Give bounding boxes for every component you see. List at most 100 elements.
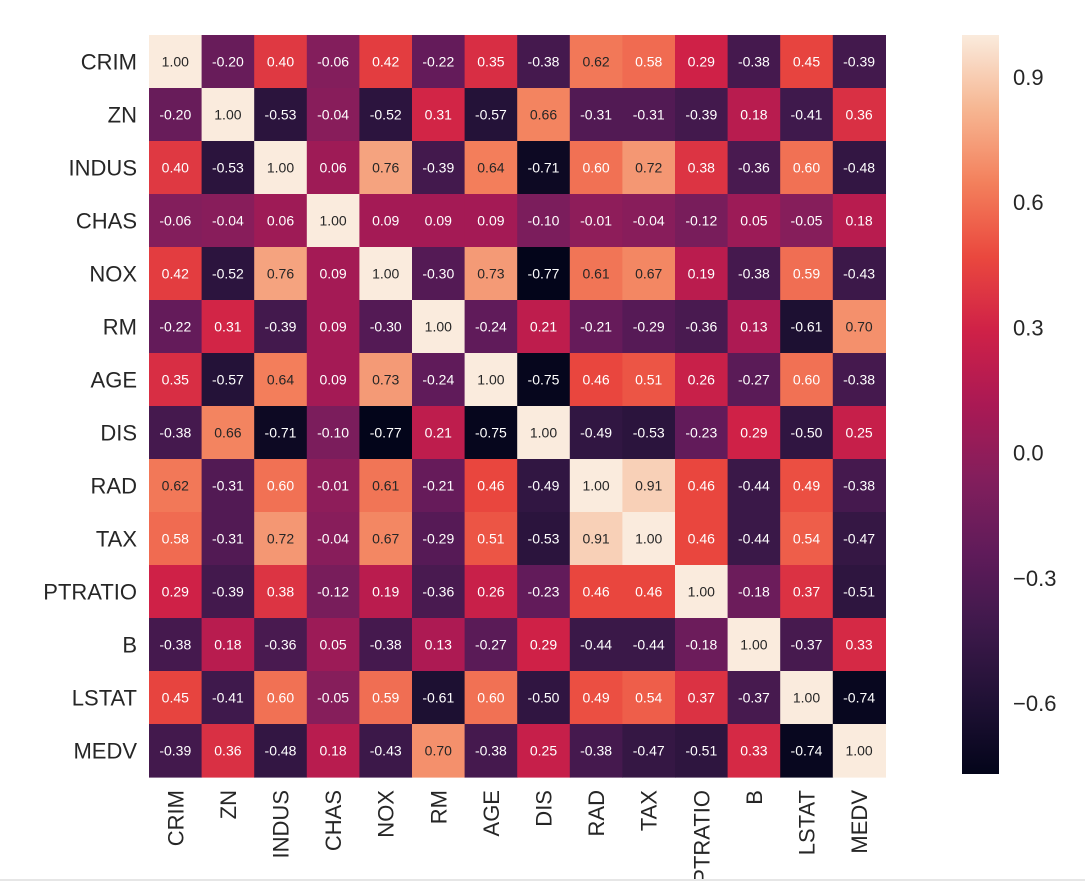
heatmap-cell xyxy=(622,35,676,89)
heatmap-cell xyxy=(780,671,834,725)
heatmap-cell xyxy=(306,459,360,513)
colorbar-tick-label: 0.6 xyxy=(1013,190,1044,215)
heatmap-cell xyxy=(727,512,781,566)
cell-value-label: -0.50 xyxy=(528,690,560,706)
heatmap-cell xyxy=(675,459,729,513)
row-label: RAD xyxy=(91,474,137,499)
cell-value-label: -0.36 xyxy=(422,584,454,600)
heatmap-cell xyxy=(412,671,466,725)
heatmap-cell xyxy=(149,459,203,513)
cell-value-label: -0.31 xyxy=(212,531,244,547)
cell-value-label: 0.60 xyxy=(793,160,820,176)
heatmap-cell xyxy=(780,406,834,460)
colorbar-tick-label: −0.3 xyxy=(1013,566,1056,591)
cell-value-label: 0.36 xyxy=(214,743,241,759)
heatmap-cell xyxy=(780,618,834,672)
cell-value-label: -0.75 xyxy=(475,425,507,441)
heatmap-cell xyxy=(201,247,255,301)
cell-value-label: 0.76 xyxy=(372,160,399,176)
heatmap-cell xyxy=(149,406,203,460)
cell-value-label: 1.00 xyxy=(530,425,557,441)
column-label: RAD xyxy=(584,790,609,836)
heatmap-cell xyxy=(464,88,518,142)
cell-value-label: -0.39 xyxy=(265,319,297,335)
heatmap-cell xyxy=(569,618,623,672)
heatmap-cell xyxy=(622,724,676,778)
heatmap-cell xyxy=(306,406,360,460)
cell-value-label: 0.66 xyxy=(530,107,557,123)
heatmap-cell xyxy=(412,88,466,142)
cell-value-label: 0.45 xyxy=(162,690,189,706)
heatmap-cell xyxy=(412,512,466,566)
heatmap-cell xyxy=(780,88,834,142)
cell-value-label: -0.57 xyxy=(212,372,244,388)
heatmap-cell xyxy=(201,724,255,778)
row-label: ZN xyxy=(108,103,137,128)
heatmap-cell xyxy=(622,88,676,142)
heatmap-cell xyxy=(517,194,571,248)
cell-value-label: -0.31 xyxy=(633,107,665,123)
cell-value-label: -0.74 xyxy=(843,690,875,706)
heatmap-cell xyxy=(359,406,413,460)
cell-value-label: 1.00 xyxy=(214,107,241,123)
heatmap-cell xyxy=(464,618,518,672)
heatmap-cell xyxy=(622,406,676,460)
cell-value-label: -0.04 xyxy=(317,531,349,547)
cell-value-label: 0.29 xyxy=(162,584,189,600)
heatmap-cell xyxy=(359,353,413,407)
row-label: B xyxy=(122,633,137,658)
cell-value-label: -0.75 xyxy=(528,372,560,388)
cell-value-label: 0.09 xyxy=(319,266,346,282)
cell-value-label: 1.00 xyxy=(267,160,294,176)
cell-value-label: -0.01 xyxy=(580,213,612,229)
cell-value-label: 0.29 xyxy=(688,54,715,70)
heatmap-cell xyxy=(675,88,729,142)
cell-value-label: 1.00 xyxy=(582,478,609,494)
cell-value-label: 0.13 xyxy=(425,637,452,653)
cell-value-label: 0.73 xyxy=(477,266,504,282)
colorbar-tick-label: −0.6 xyxy=(1013,691,1056,716)
cell-value-label: 0.40 xyxy=(267,54,294,70)
cell-value-label: 0.91 xyxy=(635,478,662,494)
heatmap-cell xyxy=(412,35,466,89)
cell-value-label: 0.46 xyxy=(582,584,609,600)
cell-value-label: -0.38 xyxy=(580,743,612,759)
cell-value-label: 0.61 xyxy=(582,266,609,282)
cell-value-label: 0.26 xyxy=(688,372,715,388)
cell-value-label: 0.26 xyxy=(477,584,504,600)
heatmap-cell xyxy=(569,35,623,89)
heatmap-cell xyxy=(569,353,623,407)
heatmap-cell xyxy=(780,247,834,301)
heatmap-cell xyxy=(675,300,729,354)
cell-value-label: -0.30 xyxy=(422,266,454,282)
heatmap-cell xyxy=(149,247,203,301)
cell-value-label: -0.21 xyxy=(422,478,454,494)
heatmap-cell xyxy=(254,406,308,460)
row-label: NOX xyxy=(89,262,137,287)
heatmap-cell xyxy=(622,247,676,301)
heatmap-cell xyxy=(412,141,466,195)
cell-value-label: 0.51 xyxy=(477,531,504,547)
heatmap-cell xyxy=(727,459,781,513)
cell-value-label: 0.37 xyxy=(793,584,820,600)
cell-value-label: -0.77 xyxy=(370,425,402,441)
cell-value-label: 0.09 xyxy=(319,319,346,335)
colorbar: 0.9 0.6 0.3 0.0 −0.3 −0.6 xyxy=(962,35,1056,774)
heatmap-cell xyxy=(622,618,676,672)
heatmap-cell xyxy=(306,247,360,301)
column-labels: CRIM ZN INDUS CHAS NOX RM AGE DIS RAD TAX PTRATIO B… xyxy=(163,790,872,881)
cell-value-label: 1.00 xyxy=(162,54,189,70)
heatmap-cell xyxy=(832,247,886,301)
heatmap-cell xyxy=(201,565,255,619)
cell-value-label: -0.61 xyxy=(422,690,454,706)
cell-value-label: 0.31 xyxy=(425,107,452,123)
heatmap-cell xyxy=(727,565,781,619)
heatmap-cell xyxy=(254,35,308,89)
row-label: INDUS xyxy=(69,156,137,181)
cell-value-label: 0.25 xyxy=(845,425,872,441)
heatmap-cell xyxy=(201,300,255,354)
cell-value-label: -0.49 xyxy=(528,478,560,494)
cell-value-label: -0.41 xyxy=(791,107,823,123)
heatmap-cell xyxy=(675,724,729,778)
